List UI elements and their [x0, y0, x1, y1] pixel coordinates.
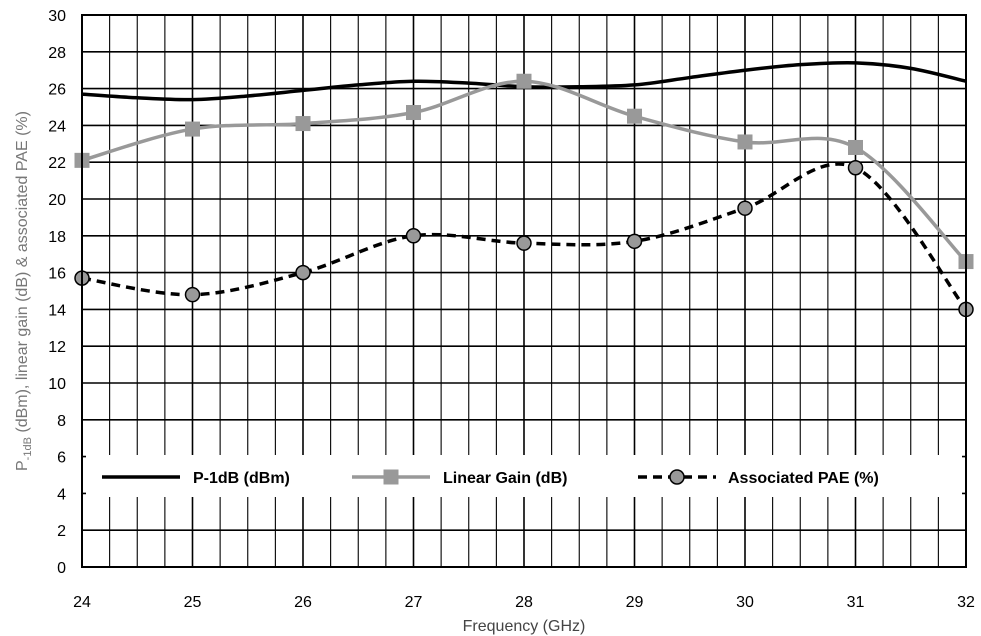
- gain-data-point: [516, 73, 532, 89]
- plot-border: [81, 14, 967, 568]
- x-tick-label: 26: [294, 594, 312, 611]
- x-tick-label: 24: [73, 594, 91, 611]
- pae-data-point: [405, 228, 422, 244]
- y-tick-label: 12: [48, 339, 66, 356]
- y-tick-label: 26: [48, 82, 66, 99]
- pae-data-point: [737, 200, 753, 216]
- x-axis-title: Frequency (GHz): [463, 618, 586, 635]
- x-tick-label: 32: [957, 594, 975, 611]
- y-axis-title-prefix: P: [14, 460, 31, 471]
- y-axis-title-rest: (dBm), linear gain (dB) & associated PAE…: [14, 111, 31, 437]
- pae-data-point: [516, 235, 532, 251]
- pae-data-point: [626, 233, 643, 250]
- legend-label-p1db: P-1dB (dBm): [193, 470, 290, 487]
- gain-data-point: [185, 121, 200, 137]
- y-tick-label: 8: [57, 413, 66, 430]
- y-tick-label: 4: [57, 486, 66, 503]
- y-tick-label: 0: [57, 560, 66, 577]
- y-tick-label: 10: [48, 376, 66, 393]
- legend-marker-gain: [383, 469, 399, 485]
- y-tick-label: 20: [48, 192, 66, 209]
- pae-data-point: [847, 159, 864, 176]
- y-tick-label: 16: [48, 266, 66, 283]
- y-tick-label: 14: [48, 302, 66, 319]
- legend-label-pae: Associated PAE (%): [728, 470, 879, 487]
- pae-data-point: [295, 264, 311, 281]
- x-tick-label: 29: [626, 594, 644, 611]
- gain-data-point: [848, 139, 863, 155]
- y-tick-label: 24: [48, 118, 66, 135]
- gain-data-point: [737, 134, 753, 150]
- gain-data-point: [295, 116, 311, 132]
- x-tick-label: 25: [184, 594, 202, 611]
- y-tick-label: 28: [48, 45, 66, 62]
- y-axis-title: P-1dB (dBm), linear gain (dB) & associat…: [14, 111, 34, 471]
- y-tick-label: 6: [57, 450, 66, 467]
- legend: P-1dB (dBm) Linear Gain (dB) Associated …: [86, 455, 962, 497]
- x-tick-label: 27: [405, 594, 423, 611]
- y-axis-title-subscript: -1dB: [22, 437, 34, 460]
- y-tick-label: 22: [48, 155, 66, 172]
- x-tick-label: 28: [515, 594, 533, 611]
- x-tick-label: 31: [847, 594, 865, 611]
- pae-data-point: [184, 286, 201, 303]
- legend-label-gain: Linear Gain (dB): [443, 470, 567, 487]
- gain-data-point: [406, 105, 421, 121]
- legend-box: [86, 455, 962, 497]
- plot-series: [74, 60, 974, 318]
- y-tick-label: 18: [48, 229, 66, 246]
- y-tick-label: 2: [57, 523, 66, 540]
- series-line-2: [81, 162, 968, 311]
- x-axis-tick-labels: 24 25 26 27 28 29 30 31 32: [73, 594, 975, 611]
- x-tick-label: 30: [736, 594, 754, 611]
- legend-marker-pae: [669, 469, 685, 485]
- y-tick-label: 30: [48, 8, 66, 25]
- gain-data-point: [627, 108, 642, 124]
